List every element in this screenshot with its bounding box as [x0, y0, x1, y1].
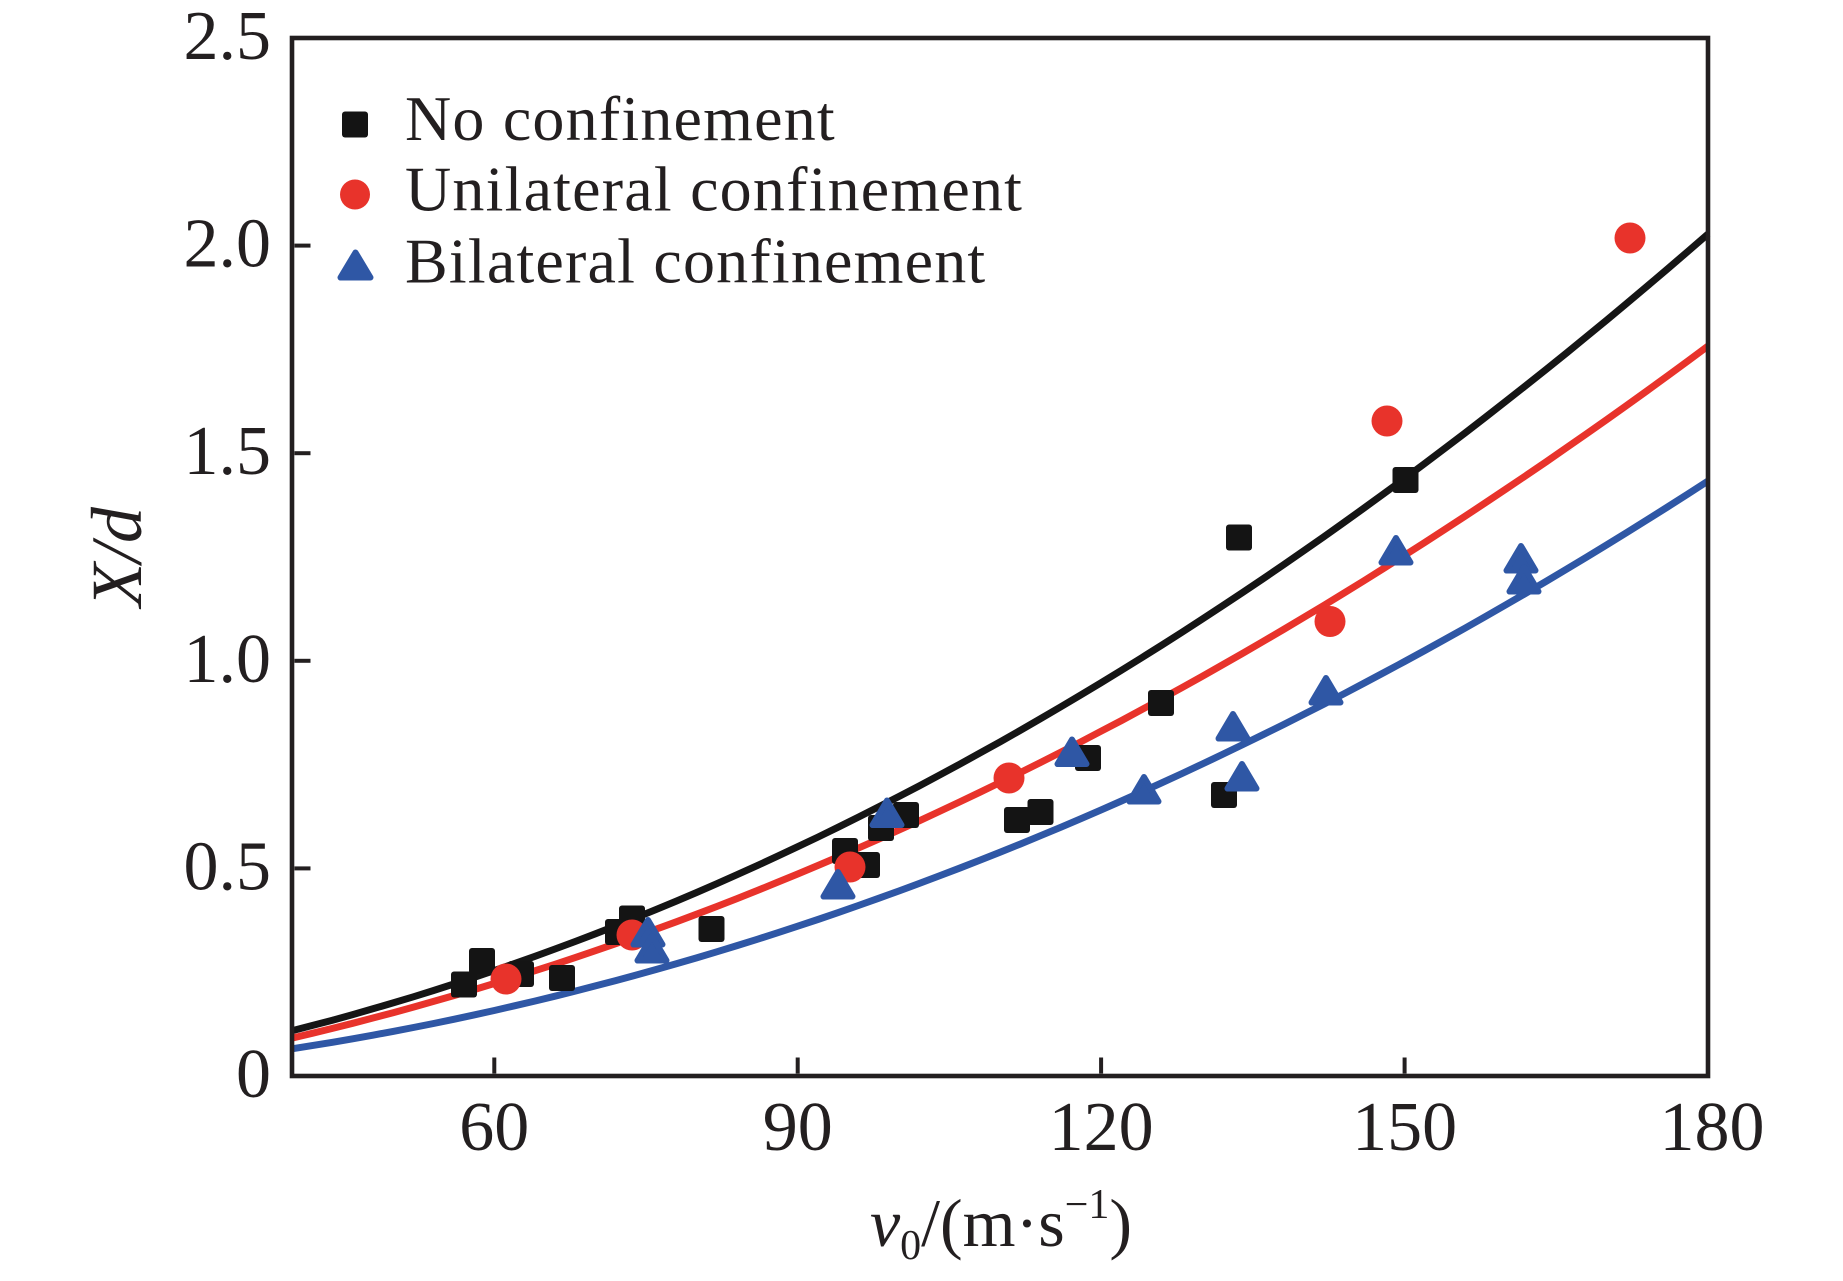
svg-text:120: 120	[1049, 1089, 1154, 1166]
svg-text:1.5: 1.5	[184, 413, 272, 490]
svg-text:0.5: 0.5	[184, 828, 272, 905]
svg-text:150: 150	[1352, 1089, 1457, 1166]
svg-text:90: 90	[763, 1089, 833, 1166]
svg-text:0: 0	[236, 1036, 271, 1113]
svg-text:2.0: 2.0	[184, 206, 272, 283]
svg-text:2.5: 2.5	[184, 0, 272, 75]
svg-text:180: 180	[1660, 1089, 1765, 1166]
svg-text:X/d: X/d	[77, 506, 157, 610]
svg-text:v0/(m·s−1): v0/(m·s−1)	[870, 1182, 1132, 1269]
svg-text:Bilateral confinement: Bilateral confinement	[405, 226, 986, 297]
svg-text:1.0: 1.0	[184, 621, 272, 698]
svg-text:60: 60	[459, 1089, 529, 1166]
svg-text:Unilateral confinement: Unilateral confinement	[405, 154, 1023, 225]
svg-text:No confinement: No confinement	[405, 83, 836, 154]
